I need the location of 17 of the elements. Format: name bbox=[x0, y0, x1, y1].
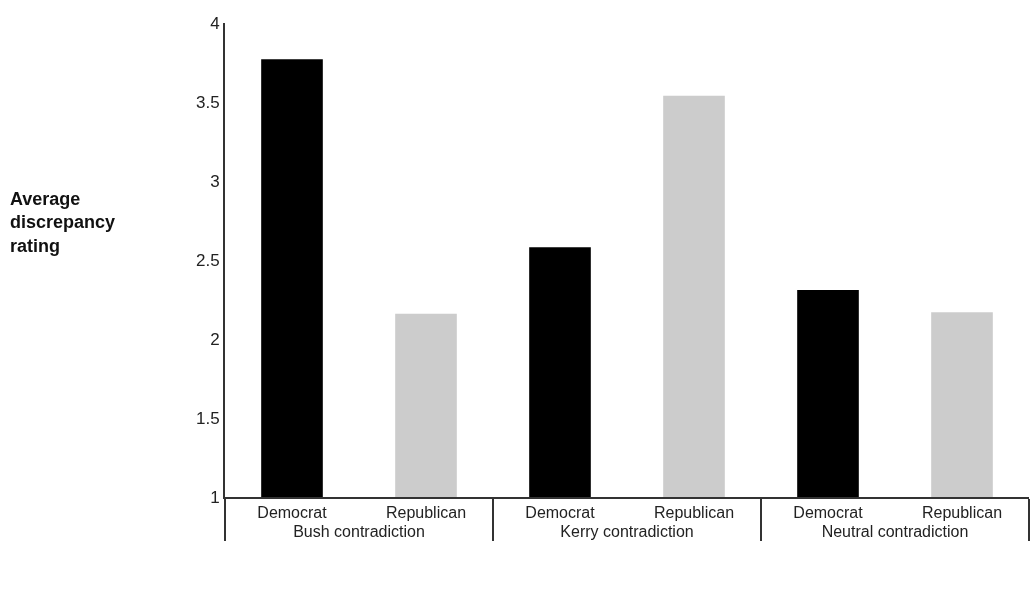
y-tick-label: 4 bbox=[210, 13, 220, 33]
series-label: Democrat bbox=[525, 504, 596, 522]
y-tick-label: 1.5 bbox=[195, 408, 220, 428]
y-axis-title: Average discrepancy rating bbox=[10, 189, 116, 256]
text: Republican bbox=[385, 504, 467, 522]
y-tick-label: 3 bbox=[210, 171, 220, 191]
text: Democrat bbox=[257, 504, 327, 522]
x-tick-label: Neutral contradiction bbox=[821, 523, 969, 541]
y-tick-label: 1 bbox=[210, 487, 220, 507]
x-tick-label: Bush contradiction bbox=[293, 523, 425, 541]
text: Democrat bbox=[793, 504, 863, 522]
x-tick-label: Kerry contradiction bbox=[560, 523, 694, 541]
y-tick-label: 3.5 bbox=[195, 92, 220, 112]
y-tick-label: 2 bbox=[210, 329, 220, 349]
series-label: Republican bbox=[653, 504, 735, 522]
text: Republican bbox=[921, 504, 1003, 522]
y-tick-label: 2.5 bbox=[195, 250, 220, 270]
